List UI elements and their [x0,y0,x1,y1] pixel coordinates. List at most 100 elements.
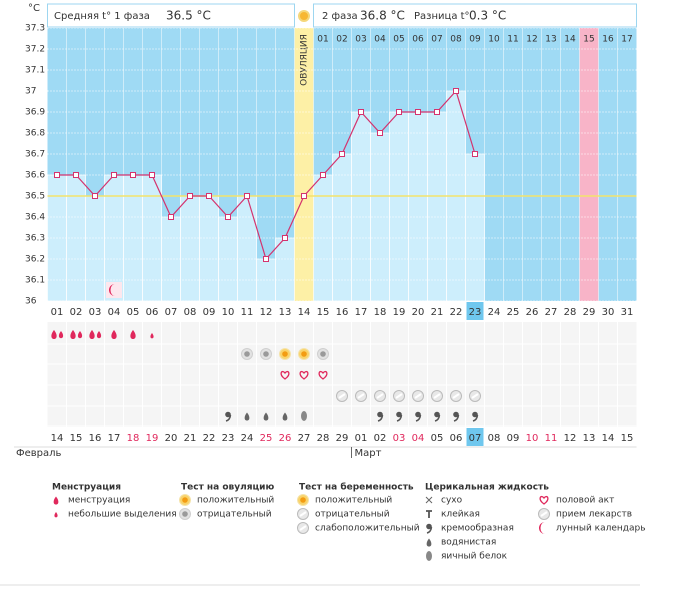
temp-bar [332,153,352,302]
legend-item: лунный календарь [556,524,646,534]
heart-icon [318,370,328,380]
temp-bar [180,195,200,302]
creamy-tail [453,414,460,422]
test-icon-core [244,351,250,357]
test-icon-core [182,511,188,517]
date: 14 [51,433,64,444]
date: 27 [298,433,311,444]
phase2-day: 02 [336,35,347,45]
heart-icon [539,495,549,505]
drop-icon [150,333,154,339]
cycle-day: 31 [621,307,634,318]
cycle-day: 21 [431,307,444,318]
legend-item: отрицательный [315,510,390,520]
phase2-day: 06 [412,35,424,45]
phase2-day: 11 [507,35,518,45]
legend-title: Тест на беременность [299,482,414,493]
test-icon-core [320,351,326,357]
phase2-day: 12 [526,35,537,45]
dry-icon [425,496,433,504]
y-tick-label: 37.1 [25,66,45,76]
preg-slash [357,393,365,399]
cycle-day: 27 [545,307,558,318]
date: 02 [374,433,387,444]
preg-slash [299,525,307,531]
cycle-day: 03 [89,307,102,318]
phase2-day: 08 [450,35,462,45]
date: 17 [108,433,121,444]
rows-bg [47,322,637,427]
cycle-day: 13 [279,307,292,318]
temp-point [244,193,250,199]
cycle-day: 20 [412,307,425,318]
date: 07 [469,433,482,444]
creamy-icon [377,411,383,418]
cycle-day: 29 [583,307,596,318]
date: 13 [583,433,596,444]
diff-label: Разница t° [414,11,470,22]
preg-slash [433,393,441,399]
temp-point [301,193,307,199]
test-icon-core [300,497,306,503]
ovulation-label: ОВУЛЯЦИЯ [300,34,310,86]
drop-icon [89,330,95,339]
phase2-day: 04 [374,35,386,45]
date: 16 [89,433,102,444]
temp-bar [465,153,485,302]
temp-point [168,214,174,220]
date: 06 [450,433,463,444]
test-icon-core [282,351,288,357]
y-tick-label: 36.2 [25,255,45,265]
temp-bar [85,195,105,302]
moon-icon [109,284,115,296]
y-tick-label: 37 [25,87,36,97]
moon-icon [539,522,545,534]
temp-bar [275,237,295,302]
phase2-day: 09 [469,35,481,45]
cycle-day: 08 [184,307,197,318]
date: 05 [431,433,444,444]
highlight-day [466,302,484,320]
date: 09 [507,433,520,444]
phase2-day: 15 [583,35,594,45]
creamy-tail [434,414,441,422]
creamy-tail [472,414,479,422]
creamy-tail [225,414,232,422]
eggwhite-icon [301,411,307,421]
y-tick-label: 36.9 [25,108,45,118]
drop-icon [54,512,58,518]
y-tick-label: 36.3 [25,234,45,244]
legend-item: кремообразная [441,524,514,534]
creamy-icon [472,411,478,418]
temp-point [396,109,402,115]
preg-slash [414,393,422,399]
diff-value: 0.3 °C [469,9,506,23]
date: 08 [488,433,501,444]
temp-point [263,256,269,262]
phase1-box [47,3,295,28]
date: 15 [70,433,83,444]
date: 29 [336,433,349,444]
legend-item: отрицательный [197,510,272,520]
y-tick-label: 37.3 [25,24,45,34]
creamy-icon [415,411,421,418]
phase2-day: 01 [317,35,328,45]
temp-bar [237,195,257,302]
cycle-day: 25 [507,307,520,318]
phase2-day: 13 [545,35,556,45]
creamy-icon [434,411,440,418]
month: Март [355,448,382,459]
y-tick-label: 36 [25,297,37,307]
cycle-day: 26 [526,307,539,318]
date: 23 [222,433,235,444]
temp-point [149,172,155,178]
temp-bar [408,111,428,302]
legend-title: Менструация [52,483,121,493]
date: 20 [165,433,178,444]
temp-point [377,130,383,136]
temp-point [73,172,79,178]
drop-icon [426,538,432,547]
drop-icon [70,330,76,339]
cycle-day: 18 [374,307,387,318]
drop-icon [244,412,250,421]
